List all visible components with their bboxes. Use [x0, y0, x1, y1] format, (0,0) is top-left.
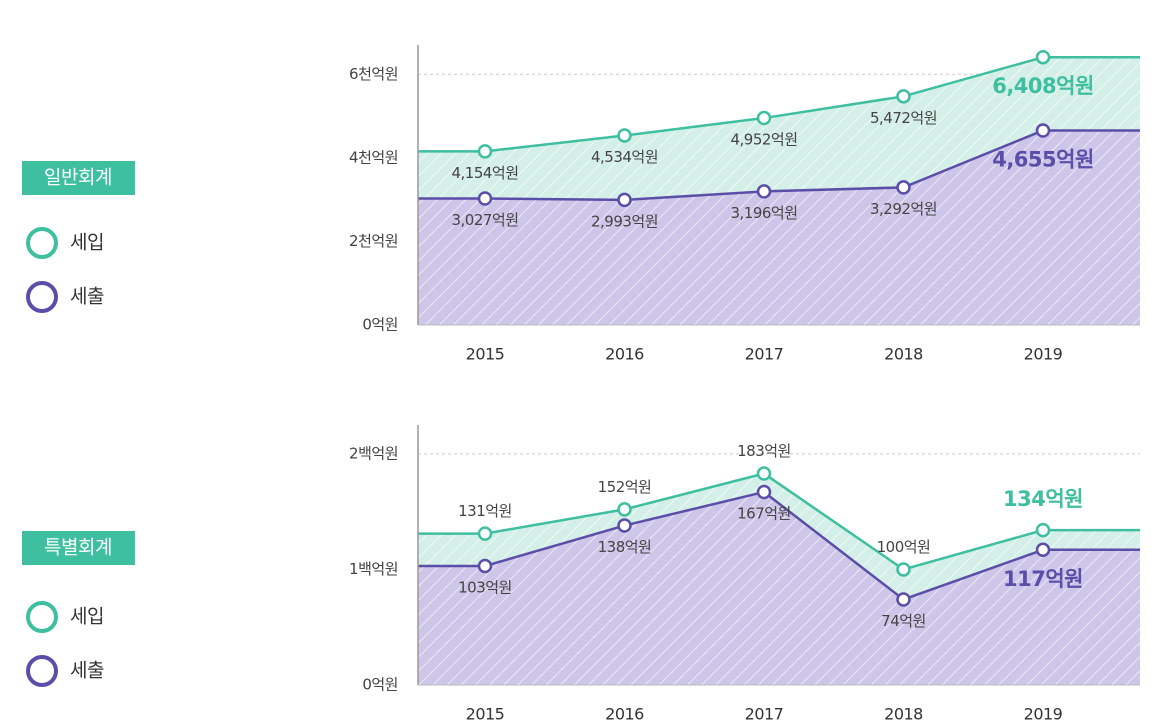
value-label: 3,027억원 — [451, 211, 518, 229]
point — [1035, 542, 1051, 558]
x-tick-label: 2018 — [884, 345, 923, 364]
point — [617, 518, 632, 533]
x-tick-label: 2018 — [884, 705, 923, 724]
point — [756, 484, 772, 500]
x-tick-label: 2016 — [605, 705, 644, 724]
point — [756, 184, 772, 199]
legend-label: 세출 — [70, 660, 104, 682]
y-tick-label: 6천억원 — [349, 65, 398, 83]
y-tick-label: 0억원 — [362, 676, 398, 694]
y-tick-label: 1백억원 — [349, 560, 398, 578]
point — [1035, 123, 1051, 138]
value-label-emphasis: 134억원 — [1003, 487, 1083, 511]
value-label: 2,993억원 — [591, 212, 658, 230]
value-label: 103억원 — [458, 578, 512, 596]
point — [1035, 522, 1051, 538]
legend-badge — [22, 161, 135, 195]
value-label: 3,196억원 — [730, 204, 797, 222]
point — [756, 110, 772, 126]
point — [477, 558, 493, 574]
legend-label: 세출 — [70, 286, 104, 308]
legend-marker — [26, 227, 58, 259]
area-hatch — [418, 492, 1140, 685]
value-label: 100억원 — [877, 538, 931, 556]
legend-badge — [22, 531, 135, 565]
point — [756, 466, 772, 481]
legend-label: 세입 — [70, 606, 104, 628]
legend-label: 세입 — [70, 232, 104, 254]
point — [1035, 49, 1051, 65]
point — [617, 502, 632, 517]
legend-marker — [26, 601, 58, 633]
value-label-emphasis: 117억원 — [1003, 567, 1083, 591]
value-label: 4,952억원 — [730, 131, 797, 149]
value-label: 152억원 — [598, 478, 652, 496]
legend-marker — [26, 281, 58, 313]
legend-marker — [26, 655, 58, 687]
x-tick-label: 2017 — [745, 705, 784, 724]
value-label: 138억원 — [598, 538, 652, 556]
point — [477, 526, 493, 541]
point — [896, 592, 911, 607]
legend-title: 특별회계 — [44, 537, 112, 559]
value-label: 4,534억원 — [591, 148, 658, 166]
point — [617, 192, 632, 208]
x-tick-label: 2019 — [1024, 345, 1063, 364]
legend-title: 일반회계 — [44, 167, 112, 189]
area-hatch — [418, 130, 1140, 325]
y-tick-label: 2천억원 — [349, 232, 398, 250]
x-tick-label: 2019 — [1024, 705, 1063, 724]
x-tick-label: 2015 — [466, 705, 505, 724]
point — [477, 191, 493, 206]
point — [477, 144, 493, 159]
y-tick-label: 2백억원 — [349, 444, 398, 462]
y-tick-label: 4천억원 — [349, 148, 398, 166]
value-label: 74억원 — [881, 612, 926, 630]
value-label: 4,154억원 — [451, 164, 518, 182]
x-tick-label: 2015 — [466, 345, 505, 364]
point — [617, 128, 632, 143]
value-label-emphasis: 6,408억원 — [992, 74, 1094, 98]
y-tick-label: 0억원 — [362, 316, 398, 334]
point — [896, 180, 911, 195]
x-tick-label: 2016 — [605, 345, 644, 364]
value-label: 131억원 — [458, 502, 512, 520]
value-label-emphasis: 4,655억원 — [992, 147, 1094, 171]
value-label: 183억원 — [737, 442, 791, 460]
point — [896, 562, 911, 577]
x-tick-label: 2017 — [745, 345, 784, 364]
value-label: 3,292억원 — [870, 200, 937, 218]
value-label: 167억원 — [737, 505, 791, 523]
point — [896, 89, 911, 104]
value-label: 5,472억원 — [870, 109, 937, 127]
